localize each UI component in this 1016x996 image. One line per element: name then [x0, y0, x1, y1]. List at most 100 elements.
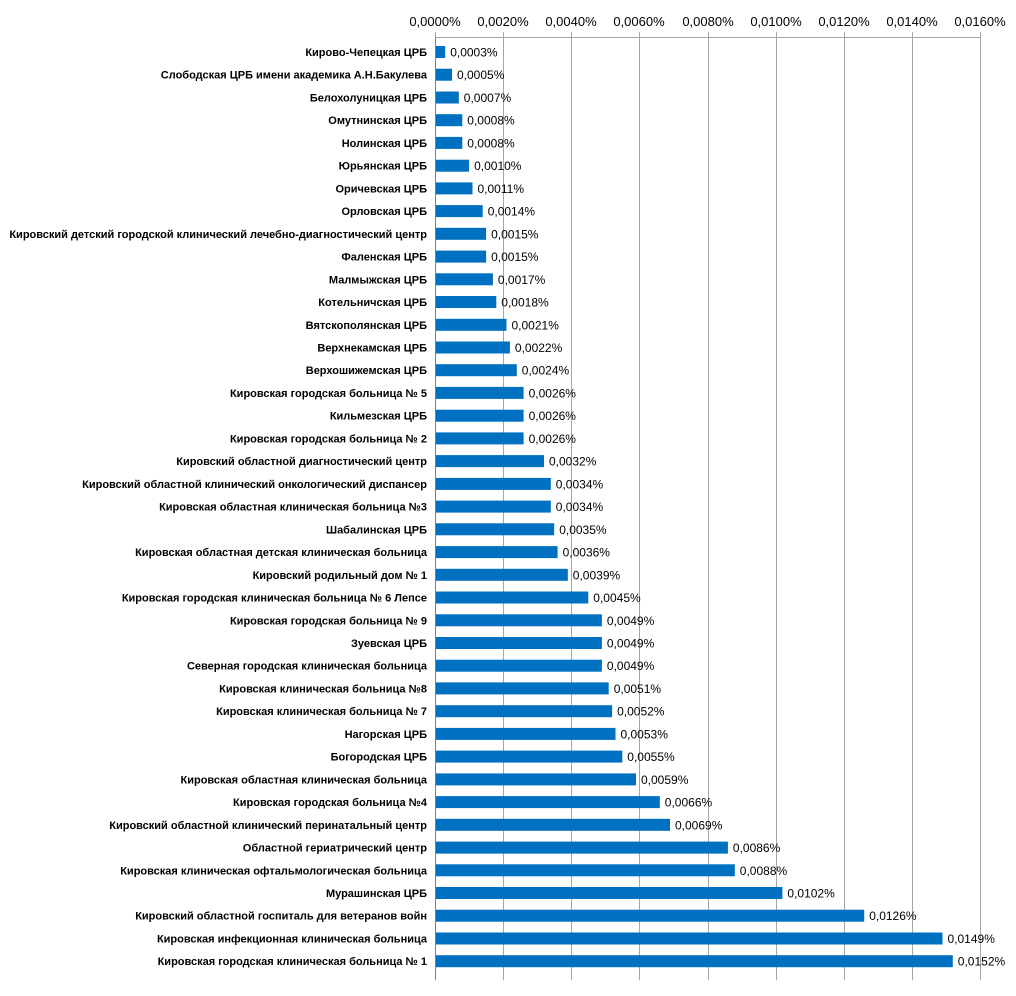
category-label: Вятскополянская ЦРБ	[306, 320, 428, 332]
data-label: 0,0066%	[665, 796, 713, 810]
x-tick-label: 0,0080%	[682, 14, 734, 29]
bar	[436, 273, 493, 286]
bars	[436, 46, 953, 968]
category-label: Кировская областная клиническая больница	[181, 774, 428, 786]
bar	[436, 182, 473, 195]
category-label: Кильмезская ЦРБ	[330, 411, 427, 423]
data-label: 0,0039%	[573, 568, 621, 582]
category-label: Фаленская ЦРБ	[341, 252, 427, 264]
bar	[436, 91, 459, 104]
bar	[436, 477, 551, 490]
bar	[436, 796, 660, 809]
bar	[436, 750, 623, 763]
x-tick-label: 0,0020%	[477, 14, 529, 29]
x-axis-ticks: 0,0000% 0,0020% 0,0040% 0,0060% 0,0080% 0,010…	[409, 14, 1006, 980]
x-tick-label: 0,0140%	[886, 14, 938, 29]
category-label: Нагорская ЦРБ	[345, 729, 428, 741]
category-label: Слободская ЦРБ имени академика А.Н.Бакул…	[161, 70, 428, 82]
category-label: Юрьянская ЦРБ	[339, 161, 427, 173]
data-label: 0,0069%	[675, 818, 723, 832]
category-label: Кировская клиническая офтальмологическая…	[120, 865, 428, 877]
data-label: 0,0005%	[457, 68, 505, 82]
bar	[436, 637, 602, 649]
category-label: Мурашинская ЦРБ	[326, 888, 427, 900]
data-label: 0,0086%	[733, 841, 781, 855]
category-label: Кирово-Чепецкая ЦРБ	[305, 47, 427, 59]
category-label: Малмыжская ЦРБ	[329, 274, 427, 286]
data-label: 0,0036%	[563, 546, 611, 560]
x-tick-label: 0,0160%	[954, 14, 1006, 29]
bar	[436, 818, 670, 831]
gridlines	[435, 37, 981, 980]
category-label: Кировская городская больница № 5	[230, 388, 427, 400]
data-label: 0,0017%	[498, 273, 546, 287]
bar	[436, 386, 524, 399]
category-label: Кировская городская больница № 2	[230, 433, 427, 445]
bar	[436, 114, 463, 127]
bar	[436, 955, 953, 968]
data-label: 0,0015%	[491, 227, 539, 241]
bar	[436, 432, 524, 445]
bar	[436, 682, 609, 695]
bar	[436, 909, 865, 922]
category-label: Верхошижемская ЦРБ	[306, 365, 427, 377]
data-label: 0,0045%	[593, 591, 641, 605]
category-label: Кировский областной диагностический цент…	[176, 456, 427, 468]
bar	[436, 864, 735, 877]
bar	[436, 205, 483, 218]
data-label: 0,0053%	[621, 727, 669, 741]
x-tick-label: 0,0120%	[818, 14, 870, 29]
bar	[436, 659, 602, 672]
bar	[436, 227, 487, 240]
category-label: Северная городская клиническая больница	[187, 661, 428, 673]
bar	[436, 887, 783, 899]
data-label: 0,0022%	[515, 341, 563, 355]
data-label: 0,0026%	[529, 386, 577, 400]
data-label: 0,0051%	[614, 682, 662, 696]
bar	[436, 568, 568, 581]
data-label: 0,0052%	[617, 705, 665, 719]
category-label: Оричевская ЦРБ	[335, 183, 427, 195]
bar	[436, 68, 452, 81]
bar	[436, 341, 510, 354]
category-label: Кировская городская клиническая больница…	[122, 593, 427, 605]
data-label: 0,0088%	[740, 864, 788, 878]
category-label: Орловская ЦРБ	[341, 206, 427, 218]
data-label: 0,0007%	[464, 91, 512, 105]
data-label: 0,0003%	[450, 46, 498, 60]
data-label: 0,0035%	[559, 523, 607, 537]
category-label: Кировский родильный дом № 1	[253, 570, 427, 582]
data-label: 0,0034%	[556, 477, 604, 491]
category-label: Кировская городская больница № 9	[230, 615, 427, 627]
data-label: 0,0059%	[641, 773, 689, 787]
bar	[436, 546, 558, 559]
category-label: Шабалинская ЦРБ	[326, 524, 427, 536]
data-label: 0,0049%	[607, 614, 655, 628]
data-label: 0,0010%	[474, 159, 522, 173]
category-label: Верхнекамская ЦРБ	[317, 343, 427, 355]
category-label: Кировский детский городской клинический …	[9, 229, 427, 241]
data-label: 0,0024%	[522, 364, 570, 378]
bar	[436, 159, 470, 172]
bar	[436, 523, 555, 536]
category-label: Кировская городская клиническая больница…	[158, 956, 427, 968]
data-label: 0,0014%	[488, 205, 536, 219]
bar	[436, 841, 728, 854]
category-label: Омутнинская ЦРБ	[328, 115, 427, 127]
category-label: Кировская клиническая больница №8	[219, 683, 427, 695]
category-label: Зуевская ЦРБ	[351, 638, 427, 650]
data-label: 0,0126%	[869, 909, 917, 923]
data-label: 0,0026%	[529, 432, 577, 446]
bar	[436, 727, 616, 740]
value-labels: 0,0003% 0,0005% 0,0007% 0,0008% 0,0008% 0,001…	[450, 46, 1005, 969]
data-label: 0,0026%	[529, 409, 577, 423]
data-label: 0,0015%	[491, 250, 539, 264]
category-label: Кировская областная детская клиническая …	[135, 547, 428, 559]
bar	[436, 932, 943, 945]
category-label: Белохолуницкая ЦРБ	[310, 93, 427, 105]
bar	[436, 46, 446, 58]
bar	[436, 136, 463, 149]
bar	[436, 705, 613, 718]
bar	[436, 591, 589, 604]
